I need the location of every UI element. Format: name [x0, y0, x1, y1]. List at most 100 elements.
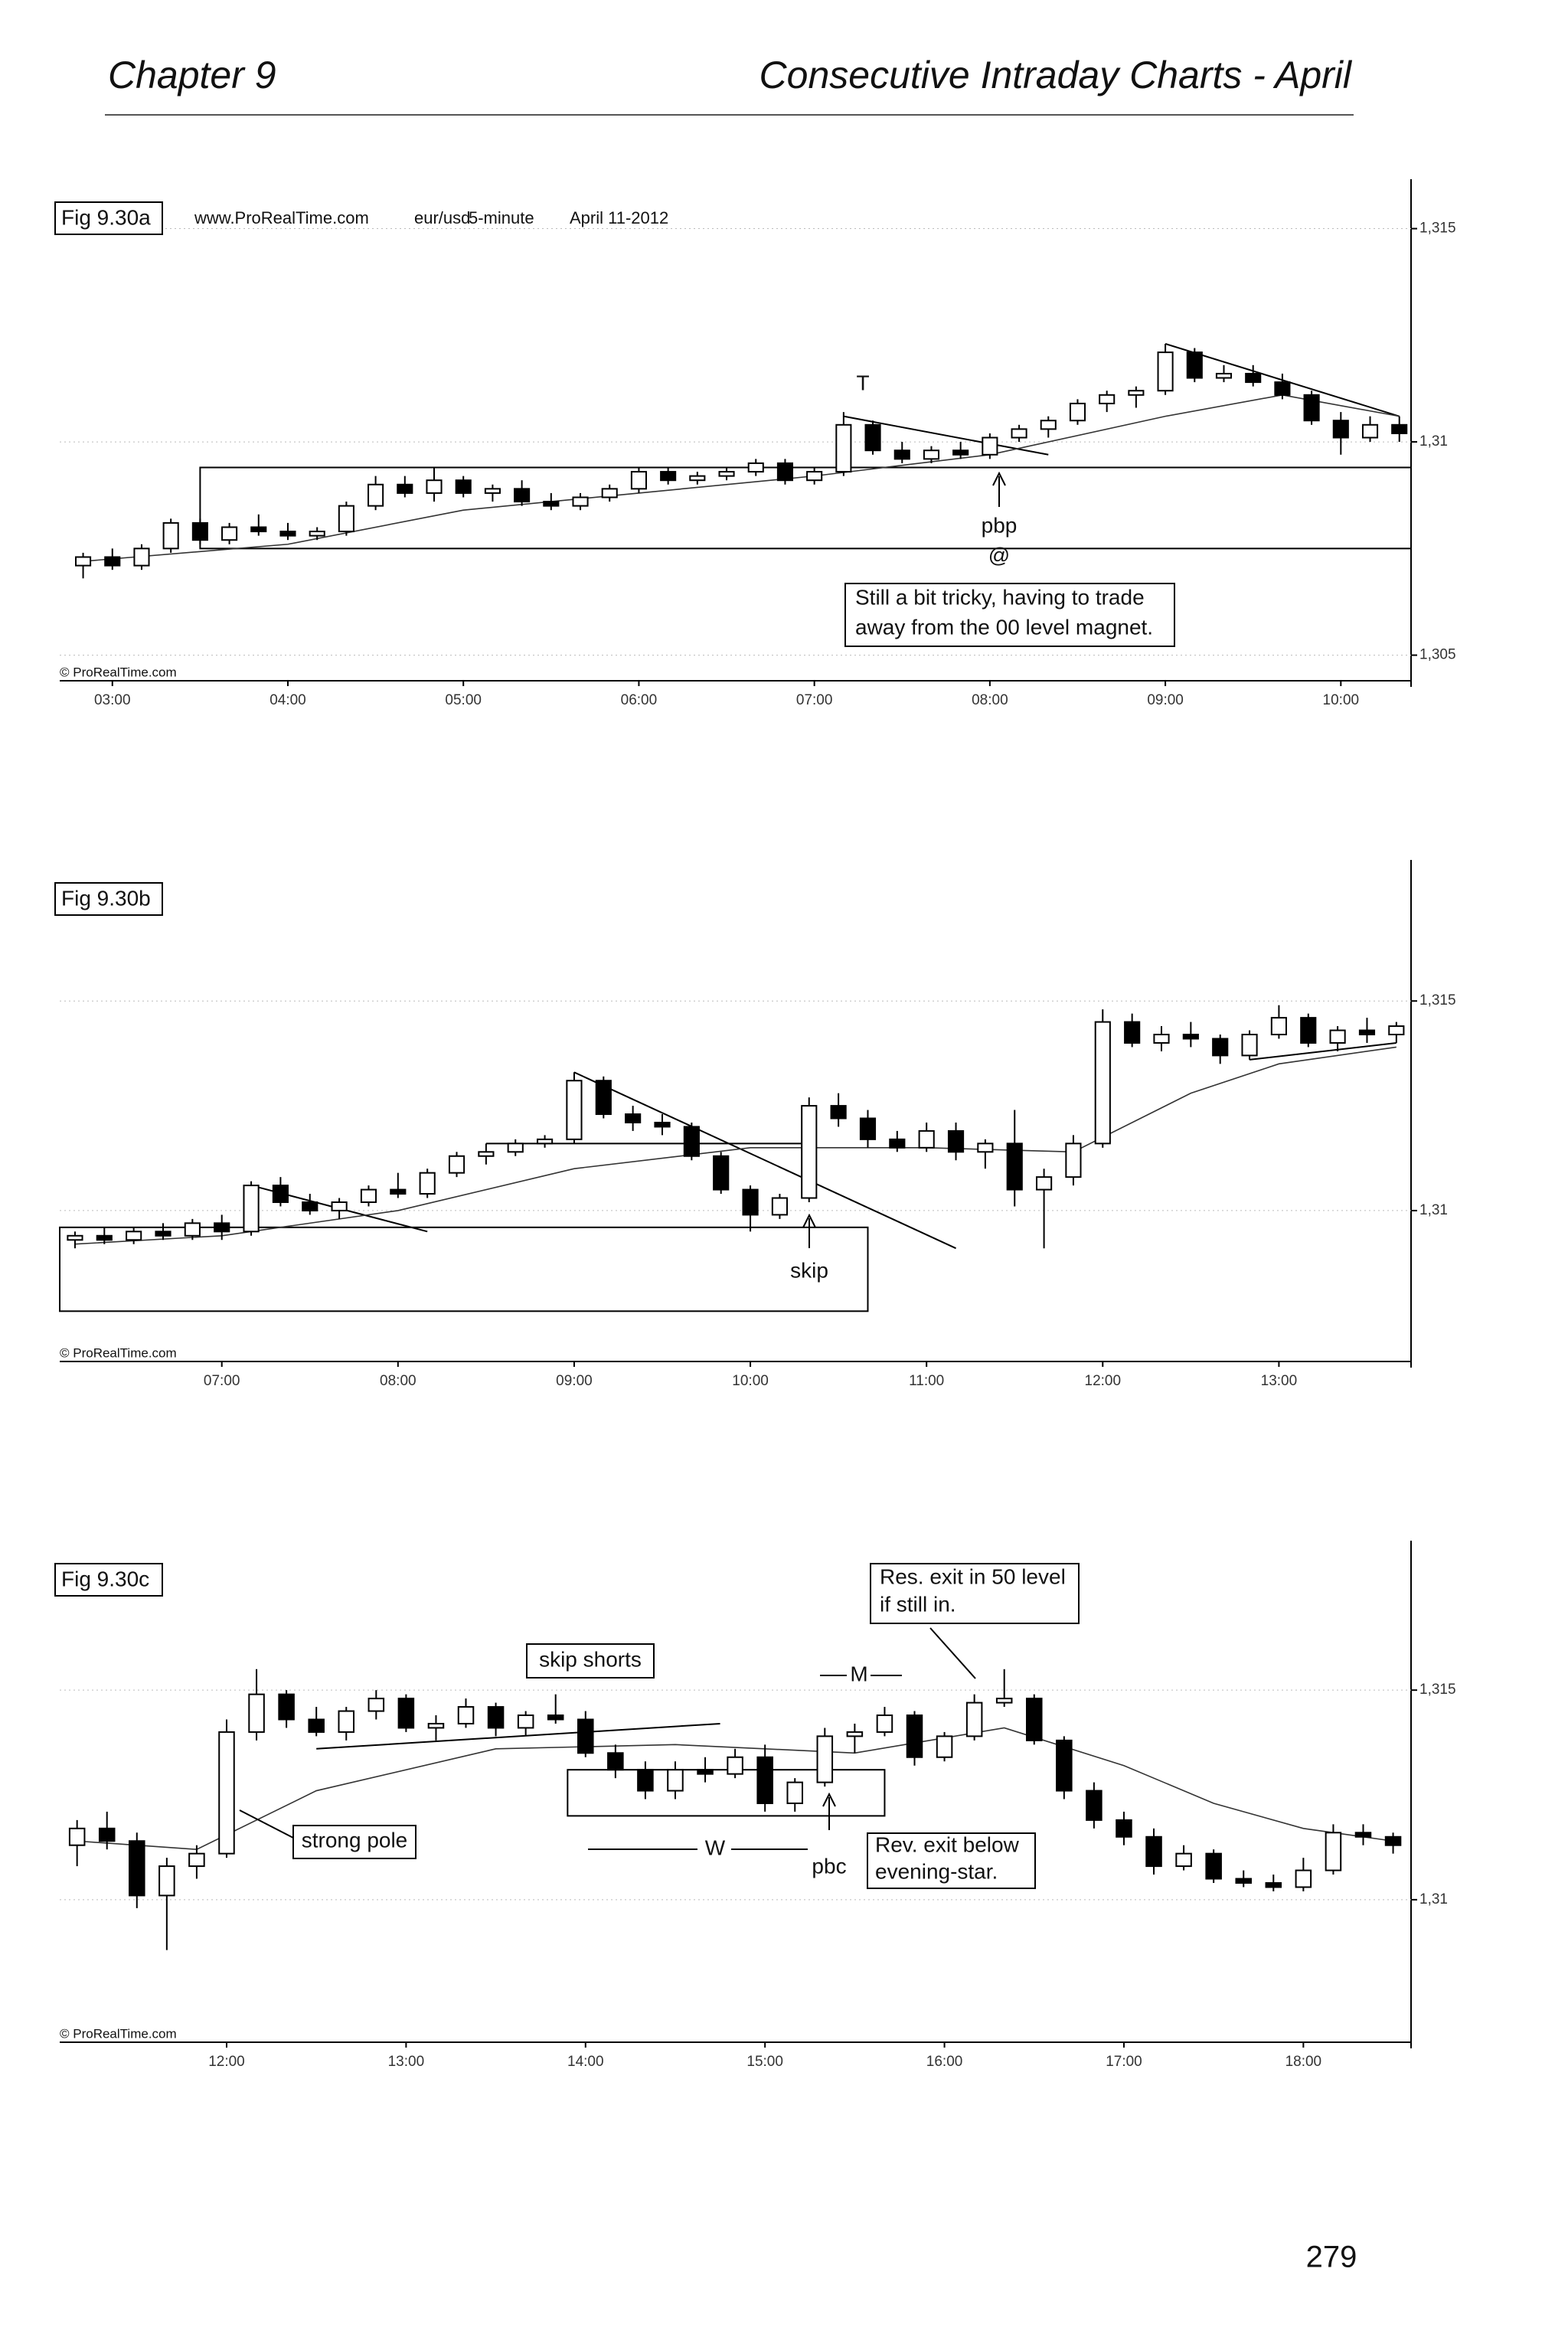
note-box	[844, 583, 1175, 647]
candle-body	[75, 556, 92, 567]
figure-label-box	[54, 882, 163, 916]
candle-body	[397, 483, 413, 494]
candle-body	[1128, 390, 1145, 396]
chapter-heading: Chapter 9	[108, 54, 276, 96]
candle-body	[595, 1080, 612, 1116]
trend-line	[316, 1722, 720, 1750]
candle-body	[876, 1714, 893, 1733]
figure-label-box	[54, 201, 163, 235]
copyright: © ProRealTime.com	[60, 2026, 177, 2041]
candle-body	[742, 1188, 759, 1216]
level-box	[199, 466, 1413, 550]
candle-body	[368, 483, 384, 507]
candle-body	[278, 1693, 295, 1721]
moving-average	[77, 1727, 1393, 1851]
interval: 5-minute	[469, 208, 534, 227]
annotation: Still a bit tricky, having to trade	[855, 585, 1145, 609]
candle-body	[1036, 1176, 1053, 1191]
candle-body	[191, 521, 208, 541]
candle-body	[830, 1105, 847, 1120]
candle-body	[835, 423, 852, 473]
candle-body	[683, 1126, 700, 1157]
candle-body	[543, 501, 560, 507]
candle-body	[478, 1151, 495, 1157]
candle-body	[507, 1142, 524, 1153]
candle-body	[1358, 1029, 1376, 1036]
candle-body	[1011, 428, 1027, 439]
candle-body	[419, 1172, 436, 1195]
candle-body	[1300, 1017, 1317, 1044]
candle-body	[1040, 420, 1057, 430]
candle-body	[104, 556, 121, 567]
note-box	[867, 1832, 1036, 1889]
candle-body	[1241, 1034, 1258, 1057]
annotation: pbc	[812, 1854, 846, 1878]
candle-body	[331, 1201, 348, 1211]
candle-body	[248, 1693, 265, 1733]
candle-body	[1116, 1819, 1132, 1838]
candle-body	[977, 1142, 994, 1153]
candle-body	[1332, 420, 1349, 439]
x-tick-label: 15:00	[746, 2054, 783, 2070]
candle-body	[338, 1710, 355, 1733]
annotation: skip	[790, 1258, 828, 1282]
candle-body	[747, 462, 764, 473]
candle-body	[272, 1185, 289, 1203]
candle-body	[98, 1827, 116, 1842]
x-tick-label: 04:00	[270, 692, 306, 708]
candle-body	[1274, 381, 1291, 396]
running-title: Consecutive Intraday Charts - April	[760, 54, 1353, 96]
candle-body	[846, 1731, 864, 1737]
candle-body	[162, 521, 179, 550]
candle-body	[126, 1231, 142, 1241]
candle-body	[697, 1769, 714, 1775]
note-box	[526, 1643, 655, 1679]
candle-body	[397, 1698, 415, 1729]
y-tick-label: 1,31	[1419, 1891, 1448, 1907]
level-box	[567, 1769, 886, 1817]
candle-body	[133, 548, 150, 567]
x-tick-label: 13:00	[388, 2054, 425, 2070]
annotation: if still in.	[880, 1592, 956, 1616]
x-tick-label: 09:00	[556, 1373, 593, 1389]
candle-body	[786, 1781, 804, 1804]
candle-body	[309, 531, 325, 537]
annotation: W	[705, 1835, 726, 1859]
y-tick-label: 1,315	[1419, 992, 1456, 1008]
x-tick-label: 07:00	[204, 1373, 240, 1389]
candle-body	[1235, 1878, 1253, 1884]
annotation: T	[856, 371, 869, 394]
candle-body	[1245, 372, 1262, 384]
candle-body	[214, 1222, 230, 1233]
candle-body	[338, 505, 354, 533]
x-tick-label: 18:00	[1285, 2054, 1322, 2070]
candle-body	[1124, 1021, 1141, 1044]
candle-body	[1388, 1025, 1405, 1036]
y-tick-label: 1,305	[1419, 647, 1456, 663]
candle-body	[308, 1718, 325, 1733]
arrow-head	[822, 1792, 836, 1807]
candle-body	[893, 449, 910, 460]
arrow	[929, 1627, 976, 1679]
candle-body	[547, 1714, 564, 1721]
candle-body	[965, 1701, 983, 1737]
candle-body	[448, 1155, 466, 1174]
trend-line	[1249, 1041, 1396, 1061]
x-tick-label: 08:00	[380, 1373, 416, 1389]
x-tick-label: 17:00	[1106, 2054, 1142, 2070]
candle-body	[1361, 423, 1379, 439]
candle-body	[607, 1752, 624, 1771]
candle-body	[67, 1234, 83, 1241]
candle-body	[1026, 1698, 1043, 1741]
moving-average	[74, 1046, 1396, 1245]
candle-body	[218, 1731, 235, 1855]
candle-body	[816, 1735, 834, 1783]
candle-body	[1325, 1832, 1342, 1871]
candle-body	[1303, 394, 1320, 422]
x-tick-label: 10:00	[732, 1373, 769, 1389]
x-tick-label: 03:00	[94, 692, 131, 708]
x-tick-label: 13:00	[1261, 1373, 1298, 1389]
candle-body	[279, 531, 296, 537]
x-tick-label: 12:00	[208, 2054, 245, 2070]
